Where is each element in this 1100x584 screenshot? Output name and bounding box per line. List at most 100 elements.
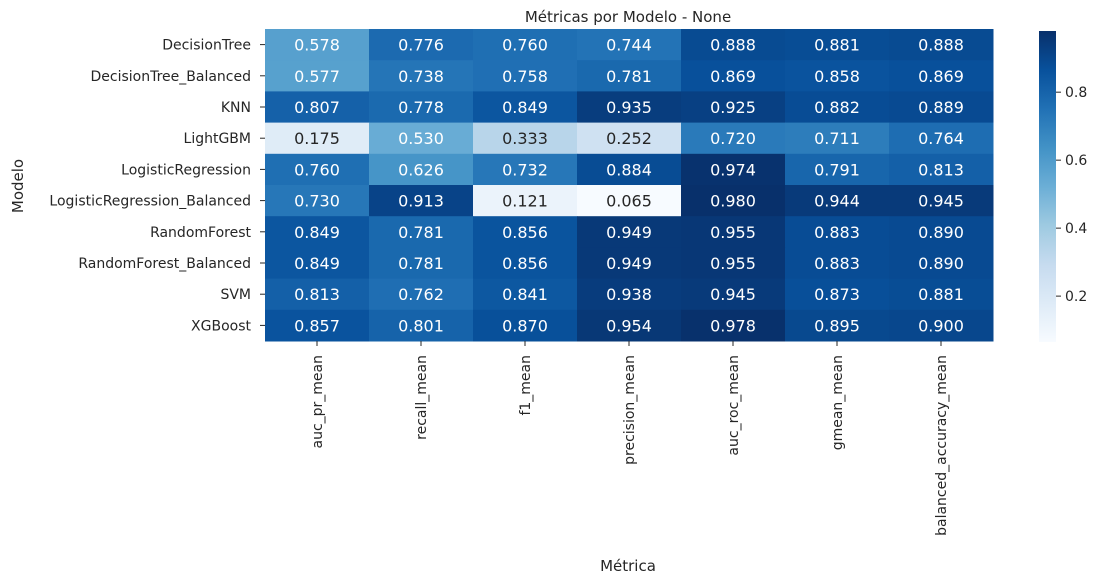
heatmap-cell <box>577 122 682 155</box>
cell-value-label: 0.873 <box>814 285 860 304</box>
cell-value-label: 0.065 <box>606 192 652 211</box>
cell-value-label: 0.730 <box>294 192 340 211</box>
heatmap-cell <box>681 247 786 280</box>
y-axis-label: Modelo <box>9 159 27 213</box>
cell-value-label: 0.252 <box>606 129 652 148</box>
y-tick-label: RandomForest_Balanced <box>78 256 251 272</box>
heatmap-cell <box>473 278 578 311</box>
heatmap-cell <box>785 278 890 311</box>
cell-value-label: 0.530 <box>398 129 444 148</box>
cell-value-label: 0.333 <box>502 129 548 148</box>
cell-value-label: 0.849 <box>502 98 548 117</box>
heatmap-cell <box>577 29 682 61</box>
cell-value-label: 0.881 <box>814 36 860 55</box>
y-tick-label: LogisticRegression <box>121 162 251 178</box>
heatmap-cell <box>681 216 786 248</box>
cell-value-label: 0.954 <box>606 316 652 335</box>
colorbar-tick-label: 0.4 <box>1065 221 1087 237</box>
heatmap-cell <box>369 153 474 186</box>
cell-value-label: 0.849 <box>294 254 340 273</box>
cell-value-label: 0.578 <box>294 36 340 55</box>
y-tick-label: LightGBM <box>184 131 251 147</box>
heatmap-cell <box>681 29 786 61</box>
x-tick-label: recall_mean <box>414 355 430 440</box>
cell-value-label: 0.758 <box>502 67 548 86</box>
heatmap-cell <box>681 309 786 342</box>
cell-value-label: 0.732 <box>502 160 548 179</box>
cell-value-label: 0.121 <box>502 192 548 211</box>
heatmap-cell <box>681 60 786 92</box>
cell-value-label: 0.781 <box>606 67 652 86</box>
heatmap-cell <box>889 122 994 155</box>
heatmap-cell <box>473 216 578 248</box>
heatmap-cell <box>369 216 474 248</box>
cell-value-label: 0.626 <box>398 160 444 179</box>
heatmap-cell <box>785 91 890 124</box>
colorbar-tick-label: 0.2 <box>1065 289 1087 305</box>
heatmap-cell <box>889 216 994 248</box>
cell-value-label: 0.175 <box>294 129 340 148</box>
cell-value-label: 0.883 <box>814 254 860 273</box>
heatmap-cell <box>369 278 474 311</box>
x-tick-label: gmean_mean <box>830 355 846 450</box>
cell-value-label: 0.949 <box>606 223 652 242</box>
y-tick-label: SVM <box>220 287 251 303</box>
cell-value-label: 0.857 <box>294 316 340 335</box>
heatmap-cell <box>577 60 682 92</box>
heatmap-cell <box>785 29 890 61</box>
cell-value-label: 0.778 <box>398 98 444 117</box>
cell-value-label: 0.949 <box>606 254 652 273</box>
cell-value-label: 0.801 <box>398 316 444 335</box>
heatmap-cell <box>577 278 682 311</box>
heatmap-cell <box>265 122 370 155</box>
heatmap-cell <box>473 122 578 155</box>
cell-value-label: 0.888 <box>918 36 964 55</box>
heatmap-cell <box>889 153 994 186</box>
cell-value-label: 0.869 <box>918 67 964 86</box>
heatmap-cell <box>785 122 890 155</box>
x-axis-label: Métrica <box>600 557 656 575</box>
heatmap-cell <box>681 122 786 155</box>
heatmap-cell <box>473 247 578 280</box>
y-tick-label: KNN <box>221 100 251 116</box>
cell-value-label: 0.711 <box>814 129 860 148</box>
cell-value-label: 0.955 <box>710 223 756 242</box>
heatmap-cell <box>785 216 890 248</box>
heatmap-cell <box>785 60 890 92</box>
cell-value-label: 0.974 <box>710 160 756 179</box>
heatmap-cell <box>265 216 370 248</box>
heatmap-cell <box>577 247 682 280</box>
cell-value-label: 0.781 <box>398 223 444 242</box>
cell-value-label: 0.881 <box>918 285 964 304</box>
heatmap-cells: 0.578 0.776 0.760 0.744 0.888 0.881 0.888 0.577… <box>265 29 994 342</box>
cell-value-label: 0.884 <box>606 160 652 179</box>
cell-value-label: 0.883 <box>814 223 860 242</box>
cell-value-label: 0.760 <box>294 160 340 179</box>
heatmap-cell <box>265 91 370 124</box>
x-tick-labels: auc_pr_mean recall_mean f1_mean precision_m… <box>310 341 950 536</box>
heatmap-cell <box>265 29 370 61</box>
cell-value-label: 0.813 <box>294 285 340 304</box>
cell-value-label: 0.776 <box>398 36 444 55</box>
heatmap-cell <box>577 91 682 124</box>
heatmap-cell <box>473 29 578 61</box>
chart-title: Métricas por Modelo - None <box>525 8 731 26</box>
cell-value-label: 0.849 <box>294 223 340 242</box>
heatmap-cell <box>889 91 994 124</box>
cell-value-label: 0.762 <box>398 285 444 304</box>
y-tick-label: DecisionTree_Balanced <box>91 69 252 85</box>
y-tick-label: XGBoost <box>191 318 251 334</box>
heatmap-cell <box>889 309 994 342</box>
colorbar-ticks: 0.2 0.4 0.6 0.8 <box>1056 85 1087 305</box>
cell-value-label: 0.807 <box>294 98 340 117</box>
cell-value-label: 0.781 <box>398 254 444 273</box>
heatmap-cell <box>785 309 890 342</box>
heatmap-cell <box>369 309 474 342</box>
x-tick-label: balanced_accuracy_mean <box>934 355 950 536</box>
heatmap-cell <box>889 278 994 311</box>
cell-value-label: 0.760 <box>502 36 548 55</box>
heatmap-cell <box>473 60 578 92</box>
heatmap-cell <box>473 309 578 342</box>
cell-value-label: 0.856 <box>502 254 548 273</box>
cell-value-label: 0.791 <box>814 160 860 179</box>
